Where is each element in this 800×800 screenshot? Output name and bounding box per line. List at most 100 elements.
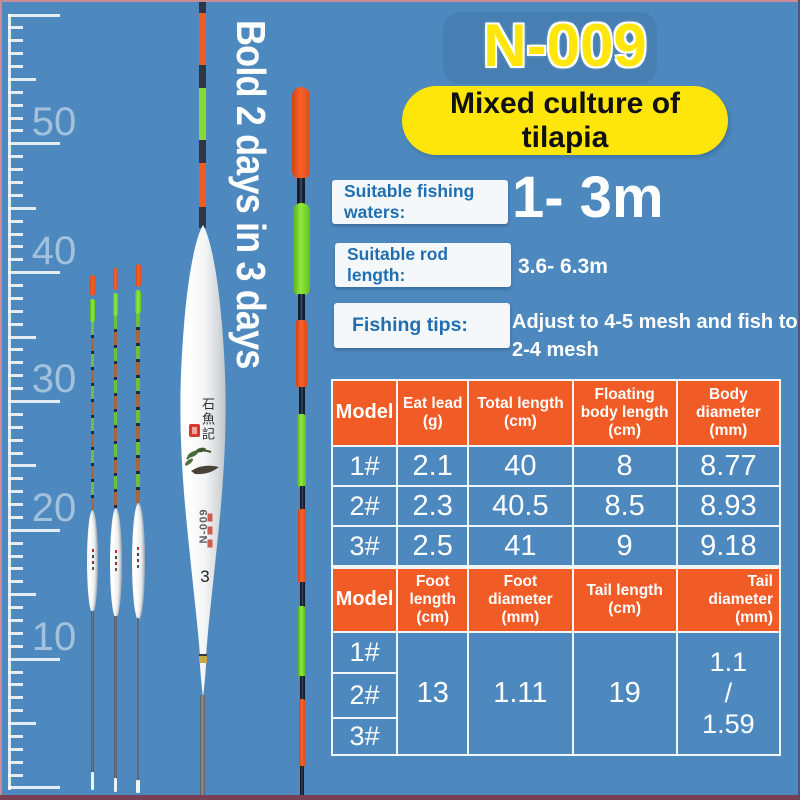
ruler-tick <box>8 399 60 403</box>
zoom-segment-orange <box>292 87 310 180</box>
float-painting <box>184 447 219 475</box>
ruler-tick <box>8 451 23 455</box>
float-red-script <box>207 509 213 548</box>
zoom-segment-orange <box>297 509 306 583</box>
t1-cell: 40 <box>467 445 574 487</box>
ruler-tick <box>8 245 23 249</box>
zoom-segment-joint <box>299 387 305 416</box>
table-row: 2# <box>330 672 780 719</box>
spec-tables: Model Eat lead (g) Total length (cm) Flo… <box>330 379 782 756</box>
zoom-segment-joint <box>300 676 305 700</box>
info-label-waters: Suitable fishing waters: <box>332 180 508 224</box>
float-tip-orange <box>90 275 95 296</box>
float-foot <box>114 616 117 778</box>
ruler-tick <box>8 515 23 519</box>
t1-cell: 8 <box>571 445 678 487</box>
ruler-tick <box>8 129 23 133</box>
ruler-tick <box>8 232 23 236</box>
t2-header-foot-length: Foot length (cm) <box>396 567 470 633</box>
table-row: 3# 2.5 41 9 9.18 <box>330 525 782 567</box>
ruler-tick <box>8 258 23 262</box>
ruler-tick <box>8 142 60 146</box>
ruler-tick <box>8 670 23 674</box>
zoom-segment-orange <box>296 320 307 388</box>
frame-edge-left <box>0 0 2 800</box>
t1-cell: 2.5 <box>396 525 470 567</box>
t1-header-total-length: Total length (cm) <box>467 379 574 447</box>
t1-header-body-diameter: Body diameter (mm) <box>675 379 782 447</box>
ruler-tick <box>8 52 23 56</box>
ruler-tick <box>8 168 23 172</box>
float-foot-tip <box>90 772 95 790</box>
spec-table-foot-tail: Model Foot length (cm) Foot diameter (mm… <box>330 567 782 756</box>
ruler-tick <box>8 554 23 558</box>
float-body <box>109 508 122 618</box>
ruler-tick <box>8 155 23 159</box>
frame-edge-bottom <box>0 795 800 800</box>
ruler-tick <box>8 541 23 545</box>
t1-cell: 3# <box>330 525 399 567</box>
ruler-tick <box>8 193 23 197</box>
table-row: 1# 2.1 40 8 8.77 <box>330 445 782 487</box>
zoom-segment-green <box>297 414 306 487</box>
t1-cell: 8.5 <box>571 485 678 527</box>
zoom-segment-joint <box>300 766 304 800</box>
float-body-markings <box>91 549 94 553</box>
float-tip-green <box>112 293 119 316</box>
t2-cell-tail-length: 19 <box>571 631 678 756</box>
ruler-tick <box>8 760 23 764</box>
ruler-tick <box>8 296 23 300</box>
t1-header-floating-body-length: Floating body length (cm) <box>571 379 678 447</box>
ruler-tick <box>8 116 23 120</box>
t1-cell: 2# <box>330 485 399 527</box>
float-antenna <box>90 322 95 510</box>
t2-cell-foot-length: 13 <box>396 631 470 756</box>
ruler-tick <box>8 284 23 288</box>
zoom-segment-green <box>298 606 305 677</box>
frame-edge-top <box>0 0 800 2</box>
ruler-tick <box>8 206 36 210</box>
t1-header-model: Model <box>330 379 399 447</box>
info-value-rod-length: 3.6- 6.3m <box>518 255 608 278</box>
ruler-tick <box>8 309 23 313</box>
ruler-tick <box>8 580 23 584</box>
ruler-tick <box>8 619 23 622</box>
ruler-tick <box>8 90 23 94</box>
large-float-body <box>176 225 230 697</box>
ruler-tick <box>8 103 23 107</box>
ruler-tick <box>8 593 36 597</box>
ruler-tick <box>8 464 36 468</box>
table-row: 1# 13 1.11 19 1.1 / 1.59 <box>330 631 782 756</box>
ruler-tick <box>8 773 23 777</box>
t2-header-tail-diameter: Tail diameter (mm) <box>675 567 782 633</box>
model-title: N-009 <box>483 12 647 79</box>
ruler-tick <box>8 683 23 687</box>
table-row: 2# 2.3 40.5 8.5 8.93 <box>330 485 782 527</box>
t2-cell: 3# <box>330 717 399 756</box>
ruler-tick <box>8 77 36 81</box>
ruler-number: 30 <box>31 357 77 402</box>
vertical-banner-text: Bold 2 days in 3 days <box>228 20 274 369</box>
float-body <box>131 503 145 620</box>
t2-header-model: Model <box>330 567 399 633</box>
t2-cell: 2# <box>330 672 399 719</box>
t2-cell: 1# <box>330 631 399 674</box>
zoom-segment-joint <box>299 486 305 510</box>
ruler-tick <box>8 361 23 365</box>
ruler-tick <box>8 180 23 184</box>
ruler-number: 20 <box>31 486 77 531</box>
ruler-tick <box>8 567 23 571</box>
ruler-tick <box>8 709 23 713</box>
ruler-tick <box>8 528 60 532</box>
ruler-tick <box>8 438 23 442</box>
float-foot-tip <box>136 780 140 793</box>
t2-cell-tail-diameter: 1.1 / 1.59 <box>675 631 782 756</box>
zoom-segment-joint <box>297 178 305 205</box>
ruler-tick <box>8 412 23 416</box>
float-red-seal <box>189 424 200 437</box>
t1-cell: 41 <box>467 525 574 567</box>
ruler-tick <box>8 477 23 481</box>
float-body-markings <box>137 547 140 551</box>
ruler-number: 50 <box>31 99 77 144</box>
zoom-segment-green <box>292 203 310 296</box>
